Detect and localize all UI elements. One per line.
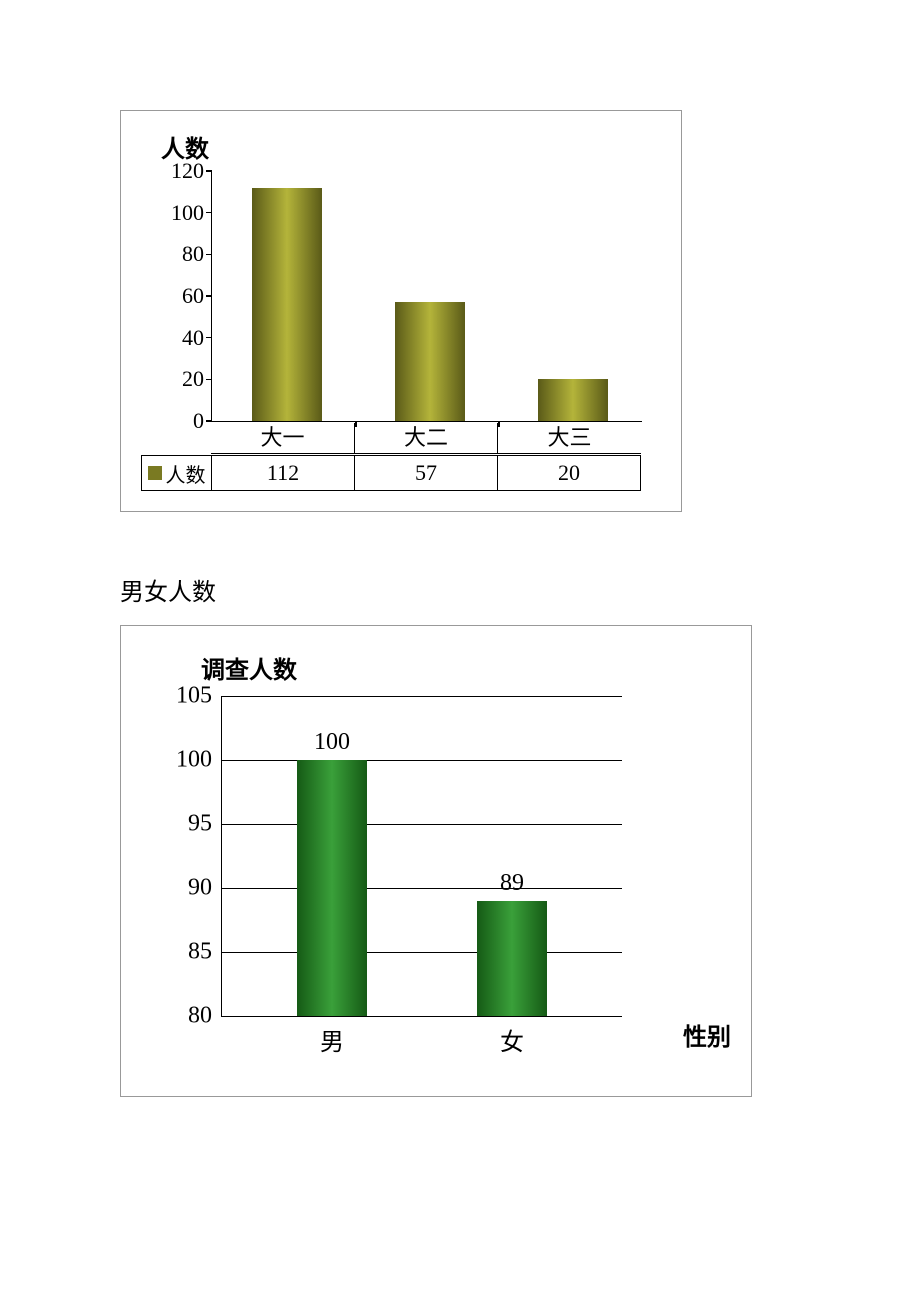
chart1-ytick-label: 100	[171, 200, 204, 226]
chart2-container: 调查人数 80859095100105100男89女 性别	[120, 625, 752, 1097]
chart2-plot-area: 80859095100105100男89女	[221, 696, 622, 1017]
chart1-ytick-label: 20	[182, 366, 204, 392]
chart1-category-label: 大三	[497, 423, 641, 453]
chart1-data-value: 112	[211, 455, 354, 491]
chart1-ytick-mark	[206, 379, 212, 381]
section-title-gender: 男女人数	[120, 572, 920, 607]
chart2-gridline	[222, 696, 622, 697]
chart2-category-label: 女	[477, 1022, 547, 1057]
page: 人数 020406080100120 大一大二大三 人数 1125720 男女人…	[0, 0, 920, 1097]
chart1-data-value: 20	[497, 455, 641, 491]
chart1-ytick-label: 60	[182, 283, 204, 309]
chart1-legend-cell: 人数	[141, 455, 211, 491]
chart1-plot-wrap: 020406080100120	[211, 171, 642, 422]
chart2-ytick-label: 105	[176, 683, 212, 710]
chart1-bar	[252, 188, 322, 421]
chart1-ytick-mark	[206, 420, 212, 422]
chart1-bar	[538, 379, 608, 421]
chart2-ytick-label: 95	[188, 811, 212, 838]
chart2-bar: 100	[297, 760, 367, 1016]
chart2-gridline	[222, 760, 622, 761]
chart1-ytick-mark	[206, 295, 212, 297]
chart2-bar-value-label: 89	[500, 870, 524, 897]
chart1-data-value: 57	[354, 455, 497, 491]
chart1-category-label: 大一	[211, 423, 354, 453]
chart2-bar: 89	[477, 901, 547, 1016]
chart2-gridline	[222, 952, 622, 953]
chart2-ytick-label: 90	[188, 875, 212, 902]
chart1-ytick-label: 0	[193, 408, 204, 434]
chart2-category-label: 男	[297, 1022, 367, 1057]
chart1-bar	[395, 302, 465, 421]
chart2-ytick-label: 85	[188, 939, 212, 966]
chart1-ytick-label: 80	[182, 241, 204, 267]
chart1-ytick-label: 120	[171, 158, 204, 184]
chart1-ytick-mark	[206, 337, 212, 339]
chart1-legend-label: 人数	[166, 459, 206, 488]
chart1-data-row: 人数 1125720	[141, 455, 641, 491]
chart1-ytick-label: 40	[182, 325, 204, 351]
chart1-ytick-mark	[206, 254, 212, 256]
chart2-gridline	[222, 824, 622, 825]
chart1-ytick-mark	[206, 212, 212, 214]
chart2-x-axis-title: 性别	[683, 1017, 731, 1052]
chart1-legend-swatch-icon	[148, 466, 162, 480]
chart1-plot-area: 020406080100120	[211, 171, 642, 422]
chart2-ytick-label: 80	[188, 1003, 212, 1030]
chart1-category-label: 大二	[354, 423, 497, 453]
chart2-y-axis-title: 调查人数	[201, 650, 297, 685]
chart2-gridline	[222, 888, 622, 889]
chart2-bar-value-label: 100	[314, 729, 350, 756]
chart1-category-row: 大一大二大三	[211, 423, 641, 454]
chart2-ytick-label: 100	[176, 747, 212, 774]
chart1-ytick-mark	[206, 170, 212, 172]
chart1-container: 人数 020406080100120 大一大二大三 人数 1125720	[120, 110, 682, 512]
